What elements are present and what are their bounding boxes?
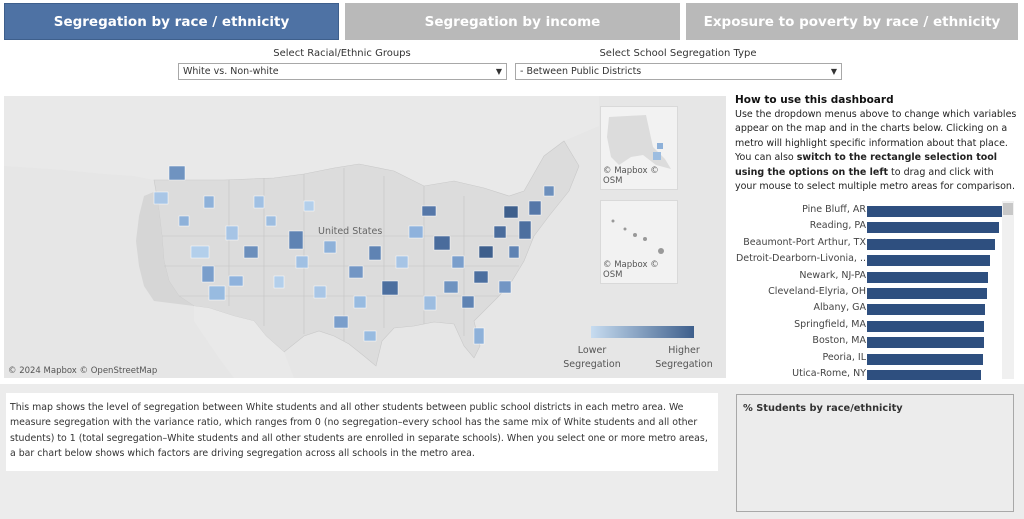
bar-row[interactable]: Detroit-Dearborn-Livonia, .. [728,252,1018,268]
bar[interactable] [867,255,990,267]
bar[interactable] [867,271,989,283]
bar-label: Reading, PA [809,220,866,232]
howto-text-1: Use the dropdown menus above to change w… [735,108,1017,164]
description-text: This map shows the level of segregation … [6,393,718,471]
bar-row[interactable]: Newark, NJ-PA [728,269,1018,285]
alaska-credit: © Mapbox © OSM [603,166,659,186]
hawaii-shape [611,219,664,254]
bar-row[interactable]: Cleveland-Elyria, OH [728,285,1018,301]
bar[interactable] [867,304,986,316]
pct-students-title: % Students by race/ethnicity [743,403,903,414]
metro-areas[interactable] [153,165,555,345]
chevron-down-icon: ▼ [830,67,837,76]
bar-label: Utica-Rome, NY [792,368,866,379]
bar-chart-scrollbar[interactable] [1002,201,1014,379]
canada-land [4,96,599,196]
bar-row[interactable]: Springfield, MA [728,318,1018,334]
group-filter-label: Select Racial/Ethnic Groups [273,48,411,59]
bar-label: Springfield, MA [794,318,866,330]
bar-row[interactable]: Peoria, IL [728,351,1018,367]
bar[interactable] [867,353,983,365]
bar-label: Pine Bluff, AR [802,204,866,215]
bar-row[interactable]: Reading, PA [728,219,1018,235]
bar[interactable] [867,206,1003,217]
map-credit: © 2024 Mapbox © OpenStreetMap [8,366,158,376]
bar[interactable] [867,288,987,299]
bar[interactable] [867,370,982,380]
tab-segregation-by-income[interactable]: Segregation by income [345,3,680,40]
bar-label: Cleveland-Elyria, OH [768,286,866,297]
bar-row[interactable]: Pine Bluff, AR [728,203,1018,219]
type-select-value: - Between Public Districts [520,66,642,77]
bar-row[interactable]: Beaumont-Port Arthur, TX [728,236,1018,252]
legend-gradient [591,326,694,338]
legend-low-label: Lower Segregation [563,345,621,370]
bar[interactable] [867,320,985,332]
type-select[interactable]: - Between Public Districts ▼ [515,63,842,80]
tab-segregation-by-race-ethnicity[interactable]: Segregation by race / ethnicity [4,3,339,40]
bar-label: Albany, GA [813,302,866,314]
west-coast-land [136,191,194,306]
bar-label: Boston, MA [812,335,866,347]
alaska-shape [607,115,671,169]
metro-bar-chart[interactable]: Pine Bluff, AR Reading, PA Beaumont-Port A… [728,200,1018,380]
bar-row[interactable]: Utica-Rome, NY [728,367,1018,380]
map-canvas[interactable] [4,96,726,378]
legend-high-label: Higher Segregation [655,345,713,370]
bar-label: Peoria, IL [822,351,866,363]
bar[interactable] [867,222,1000,234]
type-filter-label: Select School Segregation Type [599,48,757,59]
howto-bold: switch to the rectangle selection tool u… [735,152,998,178]
group-select[interactable]: White vs. Non-white ▼ [178,63,507,80]
country-label: United States [318,226,383,237]
chevron-down-icon: ▼ [495,67,502,76]
bar[interactable] [867,337,985,349]
hawaii-inset[interactable]: © Mapbox © OSM [600,200,678,284]
bar-row[interactable]: Albany, GA [728,301,1018,317]
howto-text-2: to drag and click with your mouse to sel… [735,166,1015,193]
bar-row[interactable]: Boston, MA [728,334,1018,350]
bar-label: Detroit-Dearborn-Livonia, .. [735,253,866,265]
bar[interactable] [867,238,996,250]
alaska-inset[interactable]: © Mapbox © OSM [600,106,678,190]
pct-students-panel: % Students by race/ethnicity [736,394,1014,512]
tab-exposure-to-poverty[interactable]: Exposure to poverty by race / ethnicity [686,3,1018,40]
group-select-value: White vs. Non-white [183,66,279,77]
mexico-land [194,306,294,378]
hawaii-credit: © Mapbox © OSM [603,260,659,280]
howto-panel: How to use this dashboard Use the dropdo… [735,93,1017,195]
howto-title: How to use this dashboard [735,94,894,106]
scrollbar-thumb[interactable] [1003,203,1013,215]
metro-map[interactable]: United States © Mapbox © OSM © Mapbox © … [4,96,726,378]
howto-text: Use the dropdown menus above to change w… [735,108,1017,195]
bar-label: Newark, NJ-PA [799,269,866,281]
bar-label: Beaumont-Port Arthur, TX [743,236,866,248]
